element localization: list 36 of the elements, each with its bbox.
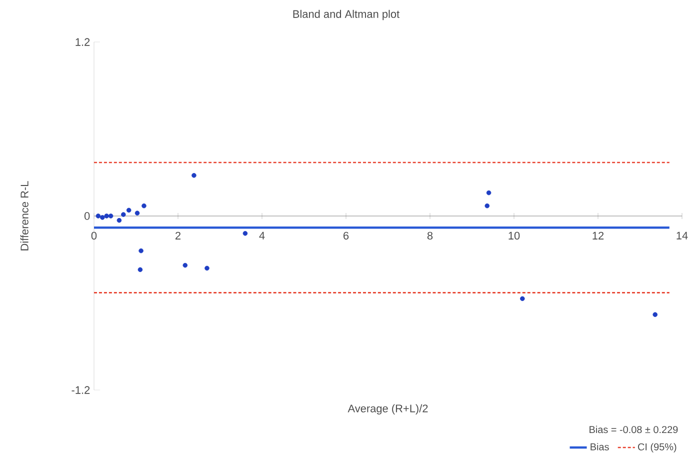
x-tick-label: 14 (676, 232, 688, 240)
x-tick-label: 8 (427, 232, 433, 240)
y-tick-label: -1.2 (72, 386, 90, 394)
legend-label: CI (95%) (638, 443, 676, 452)
y-tick-label: 1.2 (76, 38, 90, 46)
chart-title: Bland and Altman plot (293, 10, 400, 20)
point (182, 262, 188, 268)
point (116, 218, 122, 223)
x-tick-label: 12 (592, 232, 604, 240)
point (486, 190, 492, 196)
point (484, 203, 490, 208)
point (134, 210, 140, 216)
x-axis-title: Average (R+L)/2 (348, 404, 428, 414)
x-tick-label: 4 (259, 232, 265, 240)
point (108, 214, 114, 218)
point (104, 214, 109, 218)
point (138, 267, 143, 272)
x-tick-label: 0 (91, 232, 97, 240)
point (192, 173, 196, 178)
point (204, 266, 210, 271)
point (100, 215, 105, 220)
point (126, 208, 132, 213)
point (96, 214, 101, 218)
point (520, 296, 525, 302)
point (138, 248, 144, 254)
point (652, 312, 658, 317)
y-axis-title: Difference R-L (20, 181, 28, 250)
x-tick-label: 2 (176, 232, 180, 240)
x-tick-label: 10 (508, 232, 520, 240)
legend-label: Bias (590, 443, 609, 450)
y-tick-label: 0 (84, 212, 90, 220)
point (242, 231, 248, 236)
x-tick-label: 6 (344, 232, 349, 240)
point (142, 203, 146, 208)
point (121, 212, 126, 217)
text: Bias = -0.08 ± 0.229 (590, 426, 678, 434)
